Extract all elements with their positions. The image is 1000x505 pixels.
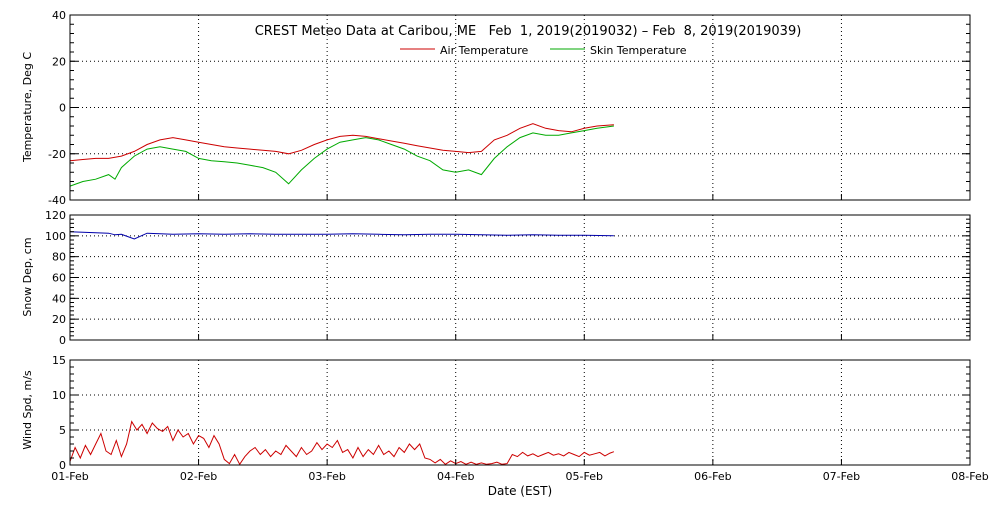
snow-depth-line: [69, 231, 614, 240]
y-tick-label: 120: [45, 209, 66, 222]
y-axis-label-wind-speed: Wind Spd, m/s: [21, 370, 34, 450]
y-tick-label: 15: [52, 354, 66, 367]
y-tick-label: 100: [45, 230, 66, 243]
axes-layer: -40 -20 0 20 40 0 20 40 60 80 100 120 0 5 10 15 01-Feb 02…: [45, 9, 989, 483]
y-tick-label: 5: [59, 424, 66, 437]
legend: Air Temperature Skin Temperature: [400, 44, 687, 57]
y-tick-label: 0: [59, 334, 66, 347]
y-tick-label: -20: [48, 148, 66, 161]
wind-speed-line: [69, 420, 615, 466]
x-tick-label: 05-Feb: [566, 470, 603, 483]
series-layer: [69, 123, 615, 466]
x-tick-label: 07-Feb: [823, 470, 860, 483]
y-axis-label-snow-depth: Snow Dep, cm: [21, 237, 34, 316]
y-tick-label: 80: [52, 251, 66, 264]
x-tick-label: 06-Feb: [694, 470, 731, 483]
x-axis-label: Date (EST): [488, 484, 552, 498]
y-axis-label-temperature: Temperature, Deg C: [21, 52, 34, 163]
x-tick-label: 08-Feb: [951, 470, 988, 483]
chart-title: CREST Meteo Data at Caribou, ME Feb 1, 2…: [255, 24, 802, 39]
legend-label-skin-temperature: Skin Temperature: [590, 44, 687, 57]
y-tick-label: 0: [59, 459, 66, 472]
y-tick-label: 0: [59, 102, 66, 115]
panel-frame: [69, 359, 971, 466]
legend-label-air-temperature: Air Temperature: [440, 44, 529, 57]
y-tick-label: 20: [52, 313, 66, 326]
y-tick-label: 10: [52, 389, 66, 402]
grid-layer: [70, 15, 970, 465]
y-tick-label: 40: [52, 9, 66, 22]
y-tick-label: 60: [52, 272, 66, 285]
y-tick-label: 20: [52, 55, 66, 68]
x-tick-label: 02-Feb: [180, 470, 217, 483]
air-temperature-line: [69, 123, 614, 162]
skin-temperature-line: [69, 125, 614, 187]
x-tick-label: 01-Feb: [51, 470, 88, 483]
x-tick-label: 03-Feb: [308, 470, 345, 483]
x-tick-label: 04-Feb: [437, 470, 474, 483]
y-tick-label: -40: [48, 194, 66, 207]
y-tick-label: 40: [52, 292, 66, 305]
